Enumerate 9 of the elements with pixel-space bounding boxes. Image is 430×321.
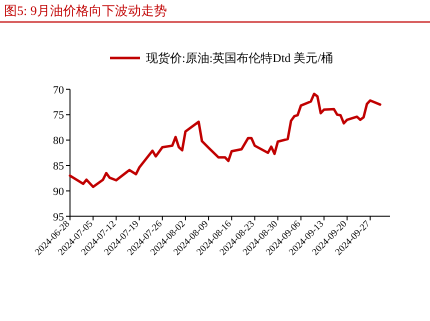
legend-label: 现货价:原油:英国布伦特Dtd 美元/桶 [146,51,334,65]
y-tick-label: 70 [53,84,64,96]
y-tick-label: 75 [53,110,64,122]
line-series [68,92,382,188]
y-tick-label: 85 [53,160,64,172]
y-tick-label: 95 [53,211,64,224]
y-tick-label: 80 [53,135,64,148]
y-tick-label: 90 [53,186,64,198]
chart-title: 图5: 9月油价格向下波动走势 [4,3,167,18]
